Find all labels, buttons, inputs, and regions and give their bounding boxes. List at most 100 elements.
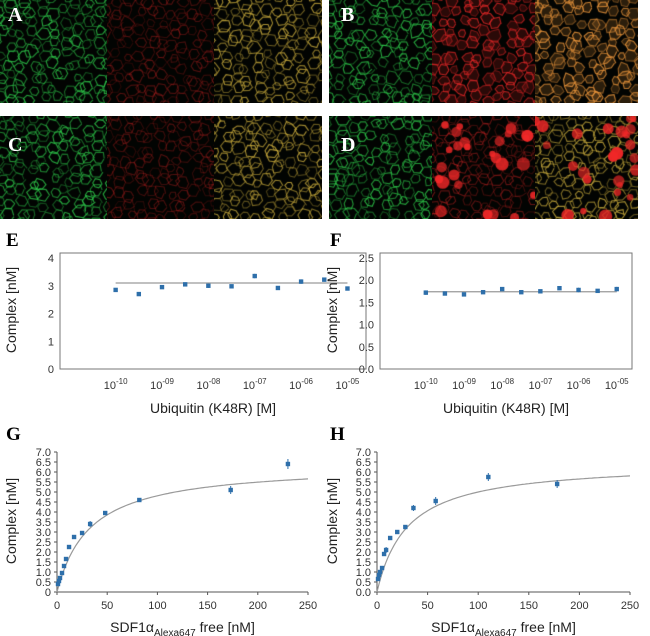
- chart-h-y-tick-label: 5.5: [356, 477, 371, 489]
- chart-g-data-point: [66, 544, 72, 550]
- chart-g-data-point: [79, 530, 85, 536]
- chart-f-plot-area: [379, 252, 633, 370]
- chart-f-x-tick-label: 10-05: [605, 377, 629, 392]
- chart-g-y-axis-title: Complex [nM]: [3, 478, 19, 564]
- chart-f-data-point: [461, 292, 467, 297]
- chart-h-y-tick-label: 7.0: [356, 447, 371, 459]
- chart-f-data-point: [499, 286, 505, 292]
- chart-e-x-tick-label: 10-10: [104, 377, 128, 392]
- chart-g-y-tick-label: 1.5: [36, 557, 51, 569]
- chart-e-y-tick-label: 2: [48, 309, 54, 321]
- chart-h-x-tick-label: 50: [421, 600, 433, 612]
- chart-f-data-point: [423, 290, 429, 295]
- chart-f-y-tick-label: 2.0: [359, 275, 374, 287]
- chart-f-data-point: [442, 291, 448, 296]
- chart-g-y-tick-label: 3.0: [36, 527, 51, 539]
- chart-g-y-tick-label: 3.5: [36, 517, 51, 529]
- chart-f-y-axis-title: Complex [nM]: [324, 267, 340, 353]
- chart-f-data-point: [614, 286, 619, 292]
- chart-f-x-tick-label: 10-10: [414, 377, 438, 392]
- micrograph-d-merge-channel: [535, 116, 638, 219]
- chart-f-x-tick-label: 10-06: [567, 377, 591, 392]
- chart-g: G 00.51.01.52.02.53.03.54.04.55.05.56.06.…: [3, 424, 317, 636]
- chart-g-x-axis-title: SDF1αAlexa647 free [nM]: [110, 619, 255, 636]
- chart-f-x-tick-label: 10-08: [490, 377, 514, 392]
- micrograph-panel-a: A: [0, 0, 322, 103]
- chart-g-y-tick-label: 2.5: [36, 537, 51, 549]
- chart-h-y-tick-label: 4.0: [356, 507, 371, 519]
- chart-h-y-axis-title: Complex [nM]: [324, 478, 340, 564]
- chart-f-y-tick-label: 0.5: [359, 342, 374, 354]
- chart-e: E 0 1 2 3 4 10-10 10-09 10-08 10-07 10-06 10-05 Comp…: [3, 230, 367, 416]
- micrograph-c-green-channel: [0, 116, 107, 219]
- chart-g-data-point: [63, 556, 69, 562]
- chart-f-x-tick-label: 10-09: [452, 377, 476, 392]
- chart-e-data-point: [159, 284, 165, 290]
- chart-h-y-tick-label: 2.0: [356, 547, 371, 559]
- chart-f: F 0.0 0.5 1.0 1.5 2.0 2.5 10-10 10-09 10-08 10-07 1…: [324, 230, 633, 416]
- chart-g-data-point: [87, 521, 93, 527]
- chart-f-x-tick-label: 10-07: [528, 377, 552, 392]
- chart-g-data-point: [285, 461, 291, 467]
- chart-g-data-point: [55, 581, 61, 587]
- chart-h-x-tick-label: 200: [570, 600, 588, 612]
- chart-g-x-tick-label: 0: [54, 600, 60, 612]
- chart-g-y-tick-label: 5.0: [36, 487, 51, 499]
- chart-e-panel-label: E: [6, 230, 19, 251]
- chart-g-data-point: [228, 487, 233, 493]
- chart-h: H 0.00.51.01.52.02.53.03.54.04.55.05.56.0…: [324, 424, 639, 636]
- chart-h-y-tick-label: 6.5: [356, 457, 371, 469]
- chart-h-data-point: [554, 481, 560, 487]
- chart-h-panel-label: H: [330, 424, 345, 445]
- micrograph-d-label: D: [341, 134, 356, 156]
- chart-e-x-tick-label: 10-09: [150, 377, 174, 392]
- chart-f-data-point: [557, 285, 562, 291]
- micrograph-c-merge-channel: [214, 116, 322, 219]
- chart-g-y-tick-label: 7.0: [36, 447, 51, 459]
- chart-e-x-tick-label: 10-07: [243, 377, 267, 392]
- micrograph-b-merge-channel: [535, 0, 638, 103]
- chart-h-data-point: [395, 529, 400, 535]
- chart-g-data-point: [102, 510, 108, 516]
- chart-h-data-point: [377, 569, 383, 575]
- chart-h-y-tick-label: 2.5: [356, 537, 371, 549]
- chart-h-data-point: [376, 572, 382, 578]
- micrograph-a-green-channel: [0, 0, 107, 103]
- chart-g-x-tick-label: 50: [101, 600, 113, 612]
- chart-g-x-tick-label: 150: [198, 600, 216, 612]
- chart-h-x-tick-label: 250: [621, 600, 639, 612]
- chart-g-data-point: [56, 578, 62, 584]
- micrograph-a-merge-channel: [214, 0, 322, 103]
- chart-g-y-tick-label: 4.0: [36, 507, 51, 519]
- micrograph-d-green-channel: [329, 116, 432, 219]
- micrograph-a-label: A: [8, 4, 23, 26]
- chart-g-y-tick-label: 5.5: [36, 477, 51, 489]
- micrograph-panel-d: D: [329, 116, 638, 219]
- chart-h-data-point: [403, 524, 408, 530]
- micrograph-b-label: B: [341, 4, 355, 26]
- micrograph-b-red-channel: [432, 0, 535, 103]
- chart-f-y-tick-label: 2.5: [359, 253, 374, 265]
- chart-h-x-tick-label: 150: [520, 600, 538, 612]
- chart-h-y-tick-label: 4.5: [356, 497, 371, 509]
- chart-f-y-tick-label: 0.0: [359, 364, 374, 376]
- chart-e-x-tick-label: 10-08: [196, 377, 220, 392]
- chart-e-y-tick-label: 0: [48, 364, 54, 376]
- chart-h-data-point: [433, 498, 438, 504]
- chart-e-x-axis-title: Ubiquitin (K48R) [M]: [150, 400, 276, 416]
- chart-e-data-point: [182, 282, 188, 287]
- micrograph-panel-b: B: [329, 0, 638, 103]
- chart-h-y-tick-label: 0.0: [356, 587, 371, 599]
- micrograph-b-green-channel: [329, 0, 432, 103]
- chart-h-data-point: [411, 505, 416, 511]
- chart-h-data-point: [486, 474, 491, 480]
- chart-e-plot-area: [59, 252, 367, 370]
- chart-h-y-tick-label: 0.5: [356, 577, 371, 589]
- chart-g-panel-label: G: [6, 424, 21, 445]
- chart-e-data-point: [252, 273, 257, 279]
- chart-h-x-axis-title: SDF1αAlexa647 free [nM]: [431, 619, 576, 636]
- micrograph-c-label: C: [8, 134, 23, 156]
- chart-e-data-point: [206, 283, 211, 288]
- chart-h-y-tick-label: 1.0: [356, 567, 371, 579]
